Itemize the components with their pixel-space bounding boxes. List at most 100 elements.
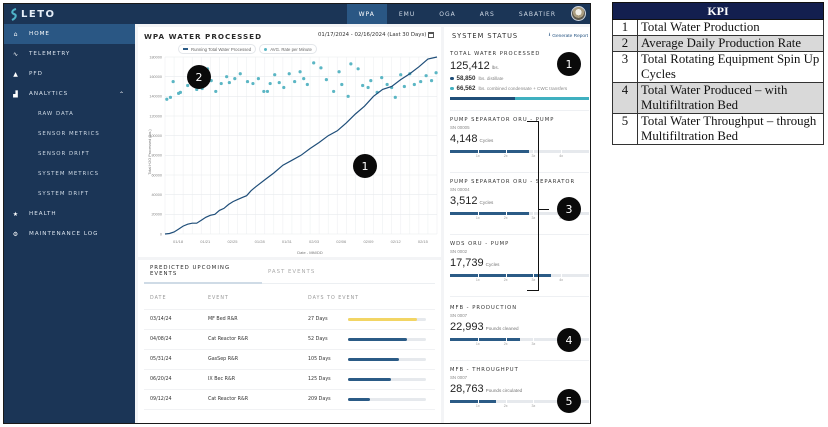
avg-rate-point[interactable]: [268, 81, 272, 86]
calendar-icon[interactable]: [428, 32, 434, 38]
avg-rate-point[interactable]: [225, 75, 229, 79]
avg-rate-point[interactable]: [245, 79, 250, 84]
nav-tab-wpa[interactable]: WPA: [346, 4, 387, 24]
sidebar-item-analytics[interactable]: ▟ ANALYTICS ⌃: [4, 84, 135, 104]
pfd-icon: ▲: [13, 70, 19, 78]
nav-tab-emu[interactable]: EMU: [398, 10, 416, 18]
avg-rate-point[interactable]: [302, 77, 306, 81]
avg-rate-point[interactable]: [434, 71, 438, 75]
avg-rate-point[interactable]: [305, 82, 309, 87]
event-date: 05/31/24: [150, 357, 172, 362]
tab-past-events[interactable]: PAST EVENTS: [268, 269, 316, 275]
avg-rate-point[interactable]: [287, 72, 291, 76]
avg-rate-point[interactable]: [238, 72, 242, 76]
sidebar-subitem-raw-data[interactable]: RAW DATA: [38, 111, 74, 117]
avg-rate-point[interactable]: [399, 73, 403, 77]
avg-rate-point[interactable]: [324, 78, 328, 82]
sidebar-item-maintenance-log[interactable]: ⚙ MAINTENANCE LOG: [4, 224, 135, 244]
avg-rate-point[interactable]: [385, 82, 389, 87]
event-row[interactable]: 06/20/24 IX Bec R&R 125 Days: [144, 370, 435, 390]
nav-tab-ars[interactable]: ARS: [479, 10, 495, 18]
avg-rate-point[interactable]: [340, 82, 344, 87]
sidebar-subitem-system-drift[interactable]: SYSTEM DRIFT: [38, 191, 89, 197]
legend-item-running-total[interactable]: Running Total Water Processed: [178, 44, 257, 54]
avg-rate-point[interactable]: [256, 77, 260, 81]
tick-label: 2x: [503, 216, 508, 220]
avg-rate-point[interactable]: [171, 79, 175, 84]
progress-fill: [450, 400, 496, 403]
event-row[interactable]: 05/31/24 GasSep R&R 105 Days: [144, 350, 435, 370]
avg-rate-point[interactable]: [168, 95, 173, 99]
card-title: TOTAL WATER PROCESSED: [450, 51, 541, 57]
avg-rate-point[interactable]: [369, 79, 373, 83]
event-progress-bar: [348, 318, 426, 321]
progress-tick: [533, 212, 535, 215]
event-days: 52 Days: [308, 337, 328, 342]
kpi-row: 3 Total Rotating Equipment Spin Up Cycles: [612, 51, 824, 83]
callout-3-connector: [539, 209, 549, 210]
event-row[interactable]: 09/12/24 Cat Reactor R&R 209 Days: [144, 390, 435, 410]
avg-rate-point[interactable]: [312, 61, 316, 65]
event-progress-bar: [348, 378, 426, 381]
avg-rate-point[interactable]: [293, 79, 297, 84]
tab-predicted-upcoming-events[interactable]: PREDICTED UPCOMING EVENTS: [144, 260, 262, 284]
logo-icon: [11, 7, 17, 21]
avg-rate-point[interactable]: [337, 70, 341, 74]
x-axis-label: Date - MM/DD: [297, 250, 323, 255]
avg-rate-point[interactable]: [346, 94, 350, 98]
sidebar-item-pfd[interactable]: ▲ PFD: [4, 64, 135, 84]
avg-rate-point[interactable]: [380, 76, 384, 80]
avg-rate-point[interactable]: [178, 90, 183, 94]
event-progress-fill: [348, 318, 417, 321]
avg-rate-point[interactable]: [298, 70, 302, 74]
x-tick-label: 02/25: [227, 239, 238, 244]
events-table: DATE EVENT DAYS TO EVENT 03/14/24 MF Bed…: [144, 288, 435, 410]
avg-rate-point[interactable]: [402, 84, 406, 89]
sidebar-item-telemetry[interactable]: ∿ TELEMETRY: [4, 44, 135, 64]
nav-tab-sabatier[interactable]: SABATIER: [518, 10, 556, 18]
event-row[interactable]: 04/08/24 Cat Reactor R&R 52 Days: [144, 330, 435, 350]
avg-rate-point[interactable]: [429, 79, 434, 83]
avg-rate-point[interactable]: [233, 77, 237, 81]
nav-tab-oga[interactable]: OGA: [439, 10, 456, 18]
user-avatar[interactable]: [571, 6, 586, 21]
tick-label: 1x: [475, 154, 480, 158]
avg-rate-point[interactable]: [251, 81, 255, 86]
avg-rate-point[interactable]: [319, 66, 323, 70]
sidebar-item-home[interactable]: ⌂ HOME: [4, 24, 135, 44]
avg-rate-point[interactable]: [412, 82, 416, 87]
avg-rate-point[interactable]: [361, 83, 365, 88]
total-unit: lbs.: [491, 65, 499, 70]
avg-rate-point[interactable]: [277, 80, 281, 85]
chevron-up-icon[interactable]: ⌃: [118, 90, 125, 98]
legend-item-avg-rate[interactable]: AVG. Rate per Minute: [259, 44, 317, 54]
leto-logo[interactable]: LETO: [10, 7, 56, 21]
avg-rate-point[interactable]: [419, 79, 423, 84]
avg-rate-point[interactable]: [219, 81, 223, 86]
avg-rate-point[interactable]: [227, 80, 231, 85]
tick-label: 1x: [475, 278, 480, 282]
avg-rate-point[interactable]: [393, 95, 397, 99]
event-row[interactable]: 03/14/24 MF Bed R&R 27 Days: [144, 310, 435, 330]
sidebar-item-health[interactable]: ★ HEALTH: [4, 204, 135, 224]
avg-rate-point[interactable]: [273, 73, 277, 77]
sidebar-subitem-sensor-metrics[interactable]: SENSOR METRICS: [38, 131, 100, 137]
tick-label: 3x: [531, 154, 536, 158]
date-range-selector[interactable]: 01/17/2024 - 02/16/2024 (Last 30 Days): [318, 32, 427, 38]
progress-tick: [533, 400, 535, 403]
avg-rate-point[interactable]: [282, 85, 286, 90]
avg-rate-point[interactable]: [349, 62, 353, 66]
system-status-panel: SYSTEM STATUS ⭳ Generate Report TOTAL WA…: [444, 27, 590, 423]
avg-rate-point[interactable]: [214, 89, 218, 94]
avg-rate-point[interactable]: [332, 89, 336, 94]
avg-rate-point[interactable]: [165, 97, 169, 101]
generate-report-button[interactable]: ⭳ Generate Report: [549, 32, 588, 40]
avg-rate-point[interactable]: [366, 85, 370, 90]
sidebar-subitem-system-metrics[interactable]: SYSTEM METRICS: [38, 171, 100, 177]
avg-rate-point[interactable]: [262, 89, 266, 94]
avg-rate-point[interactable]: [356, 67, 360, 71]
avg-rate-point[interactable]: [424, 74, 428, 78]
sidebar-subitem-sensor-drift[interactable]: SENSOR DRIFT: [38, 151, 90, 157]
avg-rate-point[interactable]: [265, 89, 270, 94]
avg-rate-point[interactable]: [186, 83, 190, 88]
